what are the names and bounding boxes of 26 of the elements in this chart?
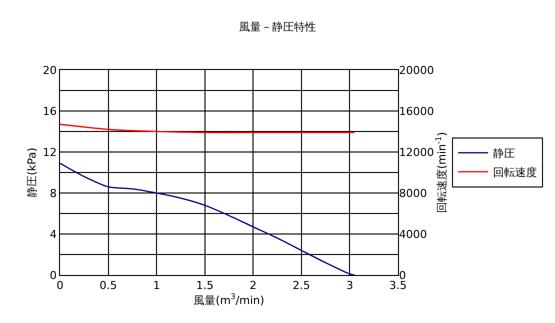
x-tick-label: 1.5: [196, 279, 214, 292]
x-tick-label: 2.5: [292, 279, 310, 292]
line-series: [60, 162, 356, 275]
y-tick-label: 0: [50, 268, 57, 282]
chart-title: 風量－静圧特性: [239, 20, 316, 34]
y2-tick-label: 20000: [399, 64, 434, 77]
y2-tick-label: 16000: [399, 104, 434, 118]
y-tick-label: 12: [42, 146, 57, 159]
line-series: [60, 124, 356, 134]
x-tick-label: 3.5: [389, 279, 407, 292]
y-tick-label: 20: [42, 64, 57, 77]
legend-label: 回転速度: [493, 166, 538, 180]
y-tick-label: 16: [42, 104, 57, 118]
y2-tick-label: 8000: [399, 186, 427, 200]
x-tick-label: 0.5: [100, 279, 118, 292]
x-tick-label: 3: [346, 279, 354, 292]
y-tick-label: 4: [50, 228, 57, 241]
x-axis-title: 風量(m$^{3}$/min): [194, 292, 264, 307]
x-tick-label: 2: [250, 279, 257, 292]
y-tick-label: 8: [50, 186, 57, 200]
y2-tick-label: 0: [399, 268, 406, 282]
y2-tick-label: 12000: [399, 146, 434, 159]
legend-label: 静圧: [493, 147, 516, 160]
y2-tick-label: 4000: [399, 228, 427, 241]
y-axis-title: 静圧(kPa): [25, 148, 38, 198]
x-tick-label: 1: [153, 279, 160, 292]
